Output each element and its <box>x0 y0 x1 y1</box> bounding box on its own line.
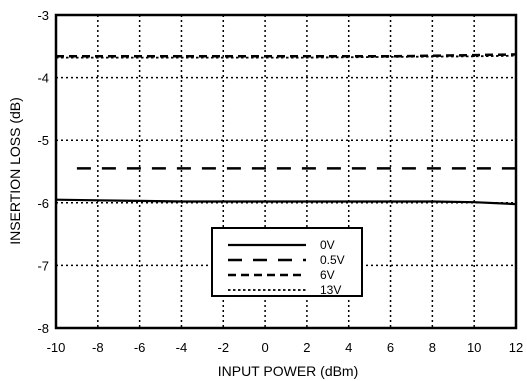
series-line-0 <box>55 198 517 206</box>
x-tick-label: 12 <box>509 340 523 355</box>
y-tick-label: -6 <box>37 196 49 211</box>
legend-box <box>211 227 363 297</box>
y-tick-label: -4 <box>37 71 49 86</box>
series-line-2 <box>56 53 517 58</box>
x-tick-label: -4 <box>176 340 188 355</box>
x-tick-label: -8 <box>92 340 104 355</box>
y-tick-labels: -8 -7 -6 -5 -4 -3 <box>37 8 49 336</box>
x-axis-label: INPUT POWER (dBm) <box>218 363 359 379</box>
series-lines <box>55 53 517 206</box>
x-tick-labels: -10 -8 -6 -4 -2 0 2 4 6 8 10 12 <box>47 340 524 355</box>
y-tick-label: -5 <box>37 133 49 148</box>
series-line-3 <box>56 54 517 59</box>
y-tick-label: -7 <box>37 258 49 273</box>
x-tick-label: 4 <box>345 340 352 355</box>
legend-label: 13V <box>320 283 341 297</box>
x-tick-label: -2 <box>217 340 229 355</box>
x-tick-label: 8 <box>429 340 436 355</box>
legend-label: 0V <box>320 238 335 252</box>
legend-label: 6V <box>320 268 335 282</box>
y-tick-label: -8 <box>37 321 49 336</box>
x-tick-label: 2 <box>303 340 310 355</box>
plot-frame <box>54 13 518 330</box>
x-tick-label: -10 <box>47 340 66 355</box>
legend-label: 0.5V <box>320 253 345 267</box>
x-tick-label: 6 <box>387 340 394 355</box>
x-tick-label: 0 <box>261 340 268 355</box>
y-axis-label: INSERTION LOSS (dB) <box>7 97 23 245</box>
y-tick-label: -3 <box>37 8 49 23</box>
x-tick-label: -6 <box>134 340 146 355</box>
x-tick-label: 10 <box>467 340 481 355</box>
